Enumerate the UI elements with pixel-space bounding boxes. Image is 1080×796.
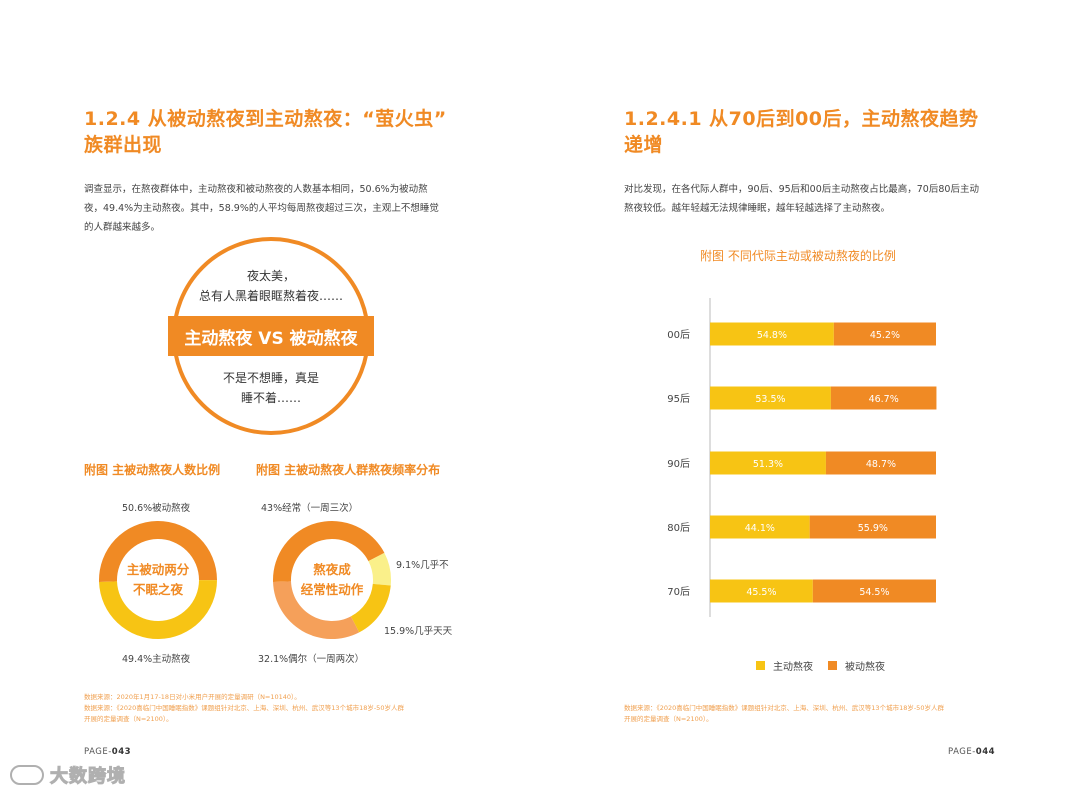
quote-top-line1: 夜太美， bbox=[246, 269, 295, 283]
bar-value-label: 45.5% bbox=[746, 587, 776, 598]
bar-segment-passive bbox=[830, 386, 937, 410]
source-line3: 开展的定量调查（N=2100）。 bbox=[84, 715, 173, 723]
bar-value-label: 54.5% bbox=[859, 587, 889, 598]
donut2-label-rarely: 9.1%几乎不 bbox=[396, 560, 449, 571]
intro-line1: 调查显示，在熬夜群体中，主动熬夜和被动熬夜的人数基本相同，50.6%为被动熬 bbox=[84, 184, 428, 195]
source-line1: 数据来源：2020年1月17-18日对小米用户开展的定量调研（N=10140）。 bbox=[84, 693, 301, 701]
section-title-line1: 1.2.4.1 从70后到00后，主动熬夜趋势 bbox=[624, 108, 979, 130]
bar-value-label: 54.8% bbox=[757, 330, 787, 341]
quote-bottom-line1: 不是不想睡，真是 bbox=[222, 371, 319, 385]
quote-top-line2: 总有人黑着眼眶熬着夜…… bbox=[198, 289, 343, 303]
donut2-label-daily: 15.9%几乎天天 bbox=[384, 626, 453, 637]
source-line2: 数据来源：《2020喜临门中国睡眠指数》课题组针对北京、上海、深圳、杭州、武汉等… bbox=[84, 704, 404, 712]
watermark-logo: 大数跨境 bbox=[10, 762, 126, 788]
donut1-slice-1 bbox=[99, 521, 217, 583]
watermark-text: 大数跨境 bbox=[50, 766, 126, 788]
bar-segment-passive bbox=[833, 322, 936, 346]
bar-segment-passive bbox=[825, 451, 936, 475]
figure-title-frequency: 附图 主被动熬夜人群熬夜频率分布 bbox=[256, 463, 441, 477]
quote-circle-top-text: 夜太美， 总有人黑着眼眶熬着夜…… bbox=[172, 266, 370, 306]
section-title-line2: 族群出现 bbox=[84, 134, 163, 156]
bar-value-label: 44.1% bbox=[745, 523, 775, 534]
bar-segment-active bbox=[710, 579, 813, 603]
page-number: PAGE-043 bbox=[84, 747, 131, 757]
legend-active-label: 主动熬夜 bbox=[773, 662, 813, 673]
intro-paragraph: 调查显示，在熬夜群体中，主动熬夜和被动熬夜的人数基本相同，50.6%为被动熬 夜… bbox=[84, 180, 464, 237]
quote-circle-bottom-text: 不是不想睡，真是 睡不着…… bbox=[172, 368, 370, 408]
page-number-value: 043 bbox=[111, 747, 132, 757]
donut1-center-line2: 不眠之夜 bbox=[132, 582, 183, 597]
figure-title-ratio: 附图 主被动熬夜人数比例 bbox=[84, 463, 221, 477]
source-note: 数据来源：2020年1月17-18日对小米用户开展的定量调研（N=10140）。… bbox=[84, 692, 474, 725]
category-label: 95后 bbox=[667, 393, 690, 405]
legend-passive: 被动熬夜 bbox=[828, 658, 885, 673]
source-line1: 数据来源：《2020喜临门中国睡眠指数》课题组针对北京、上海、深圳、杭州、武汉等… bbox=[624, 704, 944, 712]
bar-segment-active bbox=[710, 515, 810, 539]
bar-segment-active bbox=[710, 322, 834, 346]
source-line2: 开展的定量调查（N=2100）。 bbox=[624, 715, 713, 723]
figure-title-generation: 附图 不同代际主动或被动熬夜的比例 bbox=[700, 249, 896, 263]
bar-value-label: 55.9% bbox=[858, 523, 888, 534]
donut2-slice-4 bbox=[273, 581, 360, 639]
section-title-line1: 1.2.4 从被动熬夜到主动熬夜：“萤火虫” bbox=[84, 108, 447, 130]
section-title-line2: 递增 bbox=[624, 134, 664, 156]
donut2-center-text: 熬夜成 经常性动作 bbox=[272, 560, 392, 600]
category-label: 80后 bbox=[667, 522, 690, 534]
legend-active-swatch bbox=[756, 661, 765, 670]
intro-line1: 对比发现，在各代际人群中，90后、95后和00后主动熬夜占比最高，70后80后主… bbox=[624, 184, 979, 195]
category-label: 90后 bbox=[667, 458, 690, 470]
generation-bar-chart: 00后 54.8% 45.2% 95后 53.5% 46.7% 90后 51.3% 48.7% 8… bbox=[667, 298, 937, 617]
donut1-label-passive: 50.6%被动熬夜 bbox=[122, 503, 191, 514]
bar-segment-active bbox=[710, 451, 826, 475]
page-number-value: 044 bbox=[975, 747, 996, 757]
donut1-slice-2 bbox=[99, 580, 217, 640]
donut2-slice-1 bbox=[273, 521, 385, 583]
bar-segment-passive bbox=[812, 579, 936, 603]
watermark-icon bbox=[10, 765, 44, 785]
bar-segment-passive bbox=[809, 515, 936, 539]
intro-paragraph: 对比发现，在各代际人群中，90后、95后和00后主动熬夜占比最高，70后80后主… bbox=[624, 180, 1014, 218]
intro-line3: 的人群越来越多。 bbox=[84, 222, 161, 233]
donut2-slice-2 bbox=[368, 552, 391, 586]
donut1-center-line1: 主被动两分 bbox=[126, 562, 190, 577]
page-number-prefix: PAGE- bbox=[948, 747, 976, 757]
bar-value-label: 48.7% bbox=[866, 459, 896, 470]
donut1-center-text: 主被动两分 不眠之夜 bbox=[98, 560, 218, 600]
donut2-label-occasionally: 32.1%偶尔（一周两次） bbox=[258, 654, 365, 665]
legend-active: 主动熬夜 bbox=[756, 658, 813, 673]
donut2-slice-3 bbox=[350, 583, 391, 633]
intro-line2: 熬夜较低。越年轻越无法规律睡眠，越年轻越选择了主动熬夜。 bbox=[624, 203, 891, 214]
bar-value-label: 45.2% bbox=[870, 330, 900, 341]
section-title: 1.2.4 从被动熬夜到主动熬夜：“萤火虫” 族群出现 bbox=[84, 106, 447, 158]
source-note: 数据来源：《2020喜临门中国睡眠指数》课题组针对北京、上海、深圳、杭州、武汉等… bbox=[624, 703, 1014, 725]
donut2-label-often: 43%经常（一周三次） bbox=[261, 503, 359, 514]
donut2-center-line1: 熬夜成 bbox=[313, 562, 351, 577]
quote-bottom-line2: 睡不着…… bbox=[240, 391, 301, 405]
category-label: 70后 bbox=[667, 586, 690, 598]
section-title: 1.2.4.1 从70后到00后，主动熬夜趋势 递增 bbox=[624, 106, 979, 158]
bar-value-label: 46.7% bbox=[869, 394, 899, 405]
intro-line2: 夜，49.4%为主动熬夜。其中，58.9%的人平均每周熬夜超过三次，主观上不想睡… bbox=[84, 203, 439, 214]
donut-chart-ratio bbox=[99, 521, 217, 640]
donut1-label-active: 49.4%主动熬夜 bbox=[122, 654, 191, 665]
donut-chart-frequency bbox=[273, 521, 391, 639]
right-page: 1.2.4.1 从70后到00后，主动熬夜趋势 递增 对比发现，在各代际人群中，… bbox=[540, 0, 1080, 796]
bar-value-label: 53.5% bbox=[755, 394, 785, 405]
legend-passive-swatch bbox=[828, 661, 837, 670]
quote-band: 主动熬夜 VS 被动熬夜 bbox=[168, 316, 374, 356]
bar-value-label: 51.3% bbox=[753, 459, 783, 470]
left-page: 1.2.4 从被动熬夜到主动熬夜：“萤火虫” 族群出现 调查显示，在熬夜群体中，… bbox=[84, 106, 474, 757]
page-number-prefix: PAGE- bbox=[84, 747, 112, 757]
bar-segment-active bbox=[710, 386, 831, 410]
donut2-center-line2: 经常性动作 bbox=[300, 582, 364, 597]
category-label: 00后 bbox=[667, 329, 690, 341]
page-number: PAGE-044 bbox=[948, 747, 995, 757]
legend-passive-label: 被动熬夜 bbox=[845, 662, 885, 673]
